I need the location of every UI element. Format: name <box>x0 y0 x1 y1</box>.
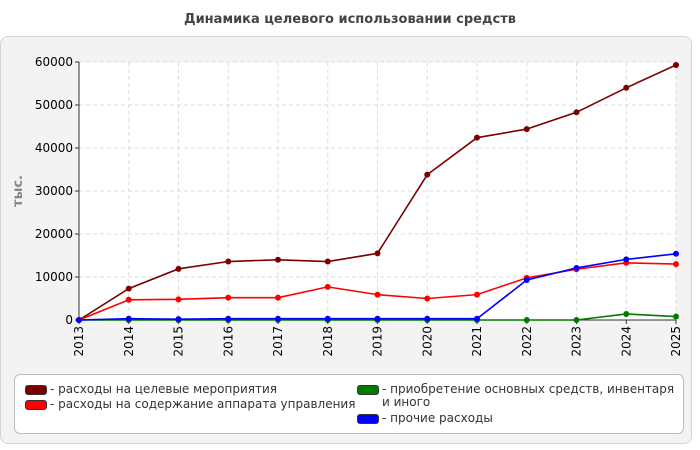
data-point <box>474 291 480 298</box>
data-point <box>573 317 580 323</box>
data-point <box>225 258 232 265</box>
x-tick-label: 2021 <box>470 326 484 357</box>
data-point <box>125 296 132 303</box>
legend-item-admin-costs: - расходы на содержание аппарата управле… <box>25 398 355 411</box>
data-point <box>673 313 679 320</box>
data-point <box>275 294 281 301</box>
data-point <box>673 250 679 257</box>
legend-label: - расходы на целевые мероприятия <box>50 382 277 396</box>
series-3 <box>76 250 679 323</box>
legend-swatch <box>357 385 379 395</box>
data-point <box>474 134 480 141</box>
y-tick-label: 20000 <box>35 227 73 241</box>
data-point <box>175 265 182 272</box>
data-point <box>275 256 281 263</box>
x-tick-label: 2017 <box>271 326 285 357</box>
x-tick-label: 2013 <box>72 326 86 357</box>
data-point <box>125 285 132 292</box>
legend-swatch <box>357 414 379 424</box>
series-lines <box>76 62 679 323</box>
y-tick-label: 50000 <box>35 98 73 112</box>
data-point <box>324 258 331 265</box>
y-tick-label: 30000 <box>35 184 73 198</box>
data-point <box>225 315 232 322</box>
data-point <box>125 315 132 322</box>
legend-label: - приобретение основных средств, инвента… <box>382 382 675 409</box>
y-tick-label: 60000 <box>35 55 73 69</box>
data-point <box>573 109 580 116</box>
data-point <box>424 171 431 178</box>
data-point <box>76 317 82 323</box>
data-point <box>225 294 232 301</box>
data-point <box>324 283 331 290</box>
x-tick-label: 2023 <box>570 326 584 357</box>
data-point <box>673 62 679 69</box>
legend-swatch <box>25 400 47 410</box>
legend-label: - расходы на содержание аппарата управле… <box>50 397 356 411</box>
data-point <box>175 296 182 303</box>
data-point <box>374 250 381 257</box>
x-tick-labels: 2013 2014 2015 2016 2017 2018 2019 2020 2021 2022… <box>72 320 683 357</box>
data-point <box>374 315 381 322</box>
x-tick-label: 2016 <box>221 326 235 357</box>
legend-item-target-events: - расходы на целевые мероприятия <box>25 383 277 396</box>
x-tick-label: 2024 <box>619 326 633 357</box>
x-tick-label: 2014 <box>122 326 136 357</box>
data-point <box>573 264 580 271</box>
legend-label: - прочие расходы <box>382 411 493 425</box>
data-point <box>374 291 381 298</box>
y-tick-label: 0 <box>65 313 73 327</box>
legend-item-fixed-assets: - приобретение основных средств, инвента… <box>357 383 677 409</box>
series-0 <box>76 62 679 323</box>
data-point <box>275 315 281 322</box>
data-point <box>424 295 431 302</box>
data-point <box>175 316 182 323</box>
y-tick-label: 10000 <box>35 270 73 284</box>
x-tick-label: 2018 <box>321 326 335 357</box>
data-point <box>324 315 331 322</box>
data-point <box>523 277 530 284</box>
x-tick-label: 2019 <box>371 326 385 357</box>
legend-item-other: - прочие расходы <box>357 412 493 425</box>
x-tick-label: 2022 <box>520 326 534 357</box>
data-point <box>474 315 480 322</box>
data-point <box>523 317 530 323</box>
legend-swatch <box>25 385 47 395</box>
data-point <box>673 261 679 268</box>
data-point <box>424 315 431 322</box>
data-point <box>523 126 530 133</box>
data-point <box>623 256 630 263</box>
x-tick-label: 2020 <box>420 326 434 357</box>
x-tick-label: 2025 <box>669 326 683 357</box>
y-tick-label: 40000 <box>35 141 73 155</box>
data-point <box>623 310 630 317</box>
grid <box>79 61 677 320</box>
y-axis-label: тыс. <box>11 175 26 207</box>
legend: - расходы на целевые мероприятия - расхо… <box>14 374 684 434</box>
x-tick-label: 2015 <box>172 326 186 357</box>
y-tick-labels: 0 10000 20000 30000 40000 50000 60000 <box>35 55 79 327</box>
data-point <box>623 84 630 91</box>
chart-title: Динамика целевого использовании средств <box>184 12 516 27</box>
